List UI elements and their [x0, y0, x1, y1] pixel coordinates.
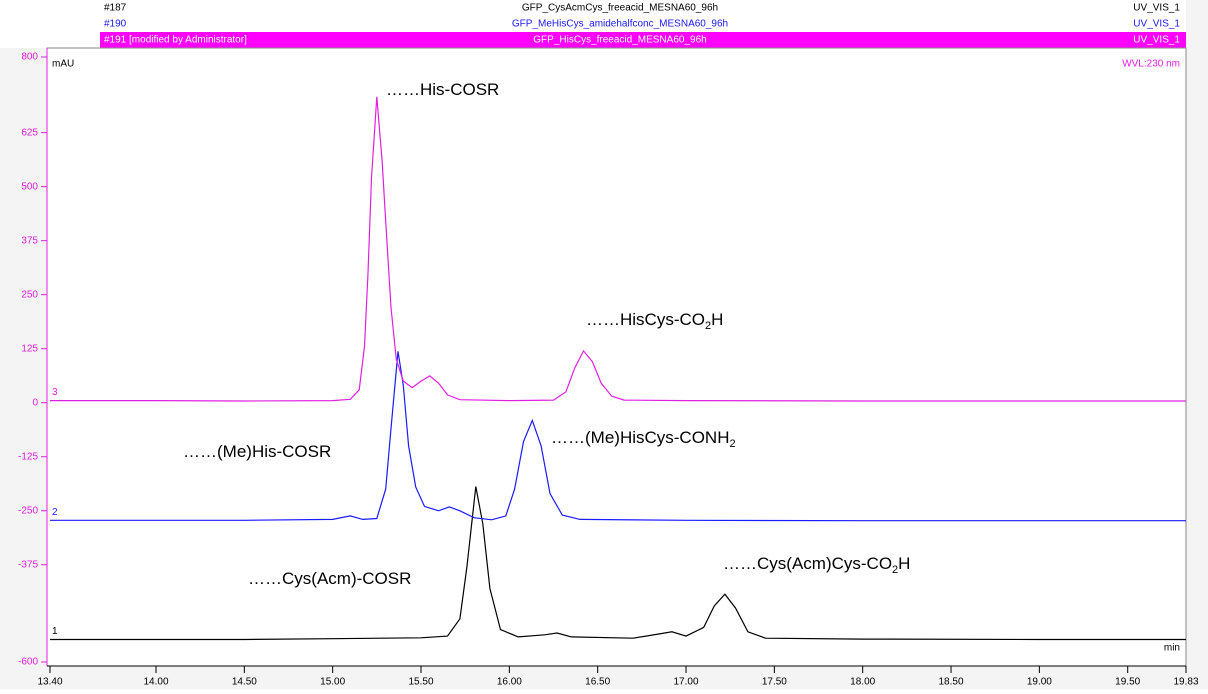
- trace-number: 3: [52, 387, 58, 398]
- x-tick-label: 17.50: [762, 677, 787, 688]
- annotation: ……(Me)His-COSR: [183, 442, 331, 461]
- annotation: ……(Me)HisCys-CONH2: [551, 428, 736, 449]
- x-unit: min: [1164, 643, 1180, 654]
- annotation-text: ……Cys(Acm)Cys-CO: [723, 554, 892, 573]
- legend-name: GFP_CysAcmCys_freeacid_MESNA60_96h: [522, 3, 718, 14]
- trace-number: 2: [52, 507, 58, 518]
- annotation-text: ……(Me)His-COSR: [183, 442, 331, 461]
- x-tick-label: 19.00: [1027, 677, 1052, 688]
- annotation-tail: H: [898, 554, 910, 573]
- x-tick-label: 16.50: [585, 677, 610, 688]
- y-unit: mAU: [52, 59, 74, 70]
- y-tick-label: -600: [18, 657, 38, 668]
- y-tick-label: -125: [18, 451, 38, 462]
- legend-channel: UV_VIS_1: [1133, 19, 1180, 30]
- x-tick-label: 15.50: [408, 677, 433, 688]
- y-tick-label: -250: [18, 505, 38, 516]
- x-tick-label: 19.50: [1115, 677, 1140, 688]
- annotation-box: [383, 72, 683, 110]
- x-tick-label: 19.83: [1173, 677, 1198, 688]
- header-highlight: [100, 32, 1186, 48]
- y-tick-label: 625: [21, 127, 38, 138]
- y-tick-label: 125: [21, 343, 38, 354]
- legend-id: #187: [104, 3, 127, 14]
- x-tick-label: 13.40: [37, 677, 62, 688]
- annotation-box: [180, 434, 370, 472]
- legend-channel: UV_VIS_1: [1133, 35, 1180, 46]
- x-tick-label: 14.50: [232, 677, 257, 688]
- annotation-sub: 2: [892, 564, 898, 576]
- annotation-box: [245, 561, 455, 599]
- annotation: ……Cys(Acm)Cys-CO2H: [723, 554, 910, 575]
- annotation-sub: 2: [729, 438, 735, 450]
- x-tick-label: 14.00: [143, 677, 168, 688]
- annotation-box: [583, 302, 883, 340]
- x-tick-label: 15.00: [320, 677, 345, 688]
- annotation: ……HisCys-CO2H: [586, 310, 723, 331]
- y-tick-label: 0: [32, 397, 38, 408]
- x-tick-label: 18.00: [850, 677, 875, 688]
- legend-id: #191 [modified by Administrator]: [104, 35, 247, 46]
- annotation-text: ……(Me)HisCys-CONH: [551, 428, 729, 447]
- trace-number: 1: [52, 626, 58, 637]
- trace: [50, 96, 1186, 402]
- annotation-box: [548, 420, 846, 458]
- annotation-tail: H: [711, 310, 723, 329]
- annotation-sub: 2: [705, 320, 711, 332]
- x-tick-label: 16.00: [497, 677, 522, 688]
- x-tick-label: 17.00: [674, 677, 699, 688]
- x-tick-label: 18.50: [939, 677, 964, 688]
- y-tick-label: 375: [21, 235, 38, 246]
- legend-name: GFP_HisCys_freeacid_MESNA60_96h: [533, 35, 706, 46]
- wavelength: WVL:230 nm: [1122, 59, 1180, 70]
- annotation: ……Cys(Acm)-COSR: [248, 569, 411, 588]
- legend-name: GFP_MeHisCys_amidehalfconc_MESNA60_96h: [512, 19, 728, 30]
- annotation: ……His-COSR: [386, 80, 499, 99]
- trace: [50, 486, 1186, 641]
- annotation-text: ……Cys(Acm)-COSR: [248, 569, 411, 588]
- y-tick-label: 250: [21, 289, 38, 300]
- y-tick-label: 500: [21, 181, 38, 192]
- legend-id: #190: [104, 19, 127, 30]
- legend-channel: UV_VIS_1: [1133, 3, 1180, 14]
- y-tick-label: 800: [21, 52, 38, 63]
- annotation-text: ……HisCys-CO: [586, 310, 705, 329]
- trace: [50, 351, 1186, 522]
- y-tick-label: -375: [18, 559, 38, 570]
- annotation-box: [720, 546, 1017, 584]
- annotation-text: ……His-COSR: [386, 80, 499, 99]
- header-corner: [0, 0, 100, 48]
